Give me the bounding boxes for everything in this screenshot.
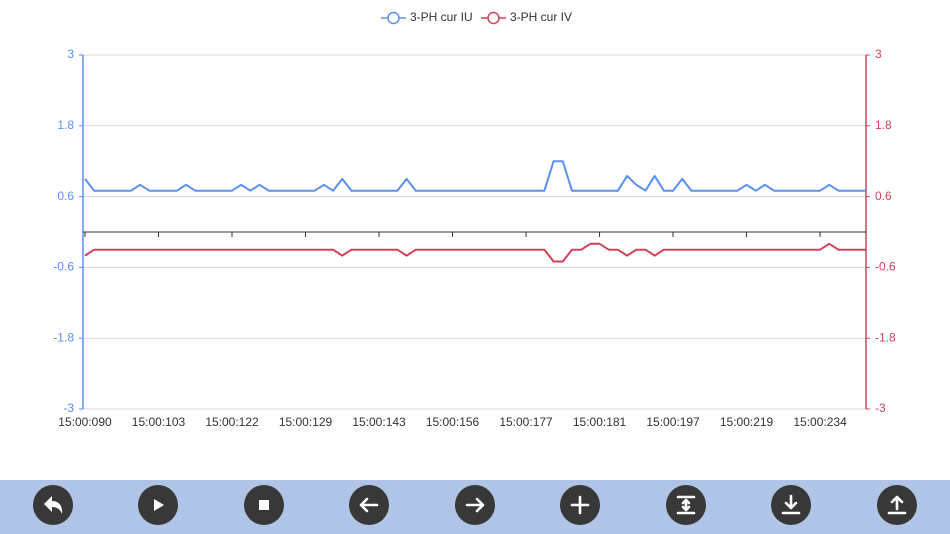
toolbar — [0, 480, 950, 534]
x-tick-label: 15:00:219 — [720, 415, 774, 429]
left-button[interactable] — [349, 485, 389, 525]
upload-button[interactable] — [877, 485, 917, 525]
x-tick-label: 15:00:129 — [279, 415, 333, 429]
x-tick-label: 15:00:234 — [793, 415, 847, 429]
x-tick-label: 15:00:197 — [646, 415, 700, 429]
x-tick-label: 15:00:181 — [573, 415, 627, 429]
fit-button[interactable] — [666, 485, 706, 525]
download-button[interactable] — [771, 485, 811, 525]
x-tick-label: 15:00:177 — [499, 415, 553, 429]
x-tick-label: 15:00:090 — [58, 415, 112, 429]
series-line — [84, 242, 866, 263]
legend-label: 3-PH cur IV — [510, 10, 572, 24]
y-tick-label: 1.8 — [57, 118, 74, 132]
y2-tick-label: -1.8 — [875, 330, 896, 344]
x-tick-label: 15:00:143 — [352, 415, 406, 429]
right-button[interactable] — [455, 485, 495, 525]
stop-button[interactable] — [244, 485, 284, 525]
y-tick-label: 0.6 — [57, 189, 74, 203]
y-tick-label: -0.6 — [53, 260, 74, 274]
x-tick-label: 15:00:103 — [132, 415, 186, 429]
series-line — [84, 160, 866, 192]
y2-tick-label: -0.6 — [875, 260, 896, 274]
chart: 31.80.6-0.6-1.8-331.80.6-0.6-1.8-315:00:… — [53, 10, 896, 429]
legend-label: 3-PH cur IU — [410, 10, 473, 24]
add-button[interactable] — [560, 485, 600, 525]
play-button[interactable] — [138, 485, 178, 525]
undo-button[interactable] — [33, 485, 73, 525]
y2-tick-label: -3 — [875, 401, 886, 415]
x-tick-label: 15:00:156 — [426, 415, 480, 429]
y2-tick-label: 0.6 — [875, 189, 892, 203]
y-tick-label: -3 — [63, 401, 74, 415]
y2-tick-label: 3 — [875, 47, 882, 61]
y2-tick-label: 1.8 — [875, 118, 892, 132]
y-tick-label: 3 — [67, 47, 74, 61]
legend-marker — [487, 11, 500, 25]
x-tick-label: 15:00:122 — [205, 415, 259, 429]
y-tick-label: -1.8 — [53, 330, 74, 344]
legend-marker — [387, 11, 400, 25]
